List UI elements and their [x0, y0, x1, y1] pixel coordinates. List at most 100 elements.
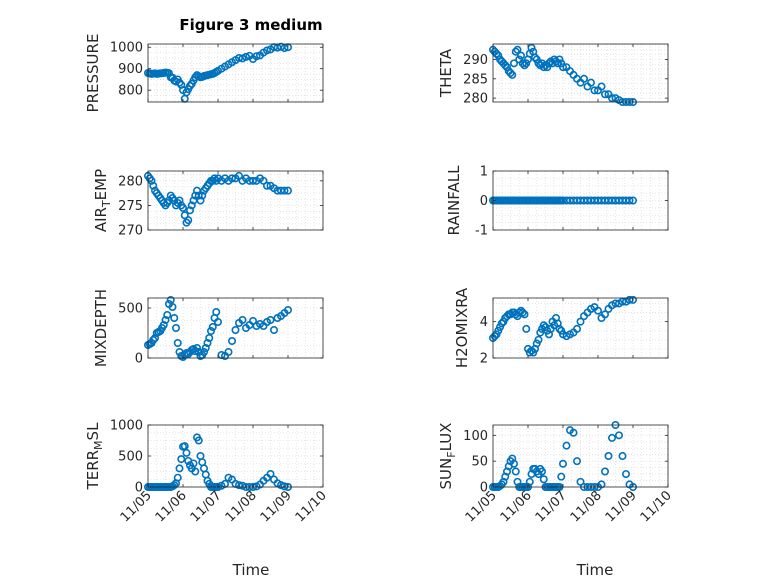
- x-tick-label: 11/09: [258, 488, 295, 525]
- data-point: [203, 338, 212, 347]
- data-point: [280, 186, 289, 195]
- x-tick-label: 11/09: [603, 488, 640, 525]
- panel-pressure: 800 900 1000 PRESSURE: [84, 34, 324, 112]
- data-point: [166, 295, 175, 304]
- y-axis-label-h2omixra: H2OMIXRA: [453, 287, 471, 368]
- data-point: [518, 59, 527, 68]
- data-point: [189, 459, 198, 468]
- y-tick-label: -1: [475, 224, 488, 239]
- data-point: [555, 55, 564, 64]
- y-axis-label-rainfall: RAINFALL: [445, 165, 463, 236]
- x-axis-label-right: Time: [576, 561, 614, 579]
- data-point: [249, 176, 258, 185]
- data-point: [576, 317, 585, 326]
- data-point: [266, 469, 275, 478]
- data-point: [534, 59, 543, 68]
- data-point: [269, 325, 278, 334]
- data-point: [530, 53, 539, 62]
- data-point: [497, 319, 506, 328]
- data-point: [276, 481, 285, 490]
- x-tick-label: 11/10: [638, 488, 675, 525]
- data-point: [544, 59, 553, 68]
- data-point: [200, 347, 209, 356]
- x-axis-label-left: Time: [232, 561, 270, 579]
- data-point: [224, 347, 233, 356]
- data-point: [618, 297, 627, 306]
- data-point: [516, 51, 525, 60]
- data-point: [628, 295, 637, 304]
- axes-box-air-temp: [147, 170, 324, 231]
- data-point: [511, 47, 520, 56]
- data-point: [604, 451, 613, 460]
- y-tick-label: 280: [118, 174, 143, 189]
- panel-h2omixra: 2 4 H2OMIXRA: [453, 287, 669, 368]
- y-tick-label: 500: [118, 302, 143, 317]
- data-point: [532, 55, 541, 64]
- data-point: [159, 320, 168, 329]
- x-tick-label: 11/07: [533, 488, 570, 525]
- data-point: [231, 325, 240, 334]
- data-point: [520, 61, 529, 70]
- y-axis-label-terr-msl: TERRMSL: [84, 422, 105, 491]
- y-tick-label: 285: [463, 72, 488, 87]
- data-point: [562, 441, 571, 450]
- data-point: [525, 477, 534, 486]
- y-tick-label: 290: [463, 53, 488, 68]
- axes-box-mixdepth: [147, 297, 324, 359]
- data-point: [557, 472, 566, 481]
- data-point: [527, 43, 536, 52]
- data-point: [518, 308, 527, 317]
- y-tick-label: 50: [471, 455, 488, 470]
- axes-box-sun-flux: [492, 424, 669, 488]
- data-point: [182, 448, 191, 457]
- data-point: [522, 59, 531, 68]
- data-point: [242, 52, 251, 61]
- data-point: [509, 59, 518, 68]
- data-point: [170, 481, 179, 490]
- data-point: [600, 310, 609, 319]
- y-tick-label: 1000: [110, 419, 143, 434]
- data-point: [149, 335, 158, 344]
- data-point: [187, 201, 196, 210]
- y-tick-label: 0: [480, 194, 488, 209]
- data-point: [534, 335, 543, 344]
- panel-rainfall: -1 0 1 RAINFALL: [445, 165, 669, 239]
- data-point: [184, 216, 193, 225]
- data-point: [520, 310, 529, 319]
- data-point: [494, 51, 503, 60]
- data-point: [576, 477, 585, 486]
- data-point: [193, 343, 202, 352]
- data-point: [180, 442, 189, 451]
- data-point: [502, 63, 511, 72]
- data-point: [625, 196, 634, 205]
- data-point: [572, 457, 581, 466]
- panel-terr-msl: 0500100011/0511/0611/0711/0811/0911/10TE…: [84, 419, 330, 526]
- y-tick-label: 800: [118, 84, 143, 99]
- data-point: [600, 90, 609, 99]
- y-axis-label-air-temp: AIRTEMP: [92, 169, 113, 232]
- data-point: [191, 467, 200, 476]
- data-point: [205, 333, 214, 342]
- series-terr-msl: [144, 433, 292, 491]
- data-point: [266, 315, 275, 324]
- data-point: [539, 321, 548, 330]
- grid-pressure: [147, 44, 324, 102]
- y-tick-label: 0: [480, 481, 488, 496]
- panel-air-temp: 270 275 280 AIRTEMP: [92, 169, 324, 239]
- y-axis-label-theta: THETA: [437, 48, 455, 98]
- data-point: [490, 332, 499, 341]
- data-point: [238, 315, 247, 324]
- data-point: [511, 467, 520, 476]
- data-point: [628, 196, 637, 205]
- x-tick-label: 11/07: [188, 488, 225, 525]
- x-tick-label: 11/08: [223, 488, 260, 525]
- y-tick-label: 0: [135, 352, 143, 367]
- data-point: [175, 464, 184, 473]
- y-axis-label-sun-flux: SUNFLUX: [437, 423, 458, 490]
- data-point: [558, 63, 567, 72]
- data-point: [173, 473, 182, 482]
- data-point: [553, 59, 562, 68]
- panel-theta: 280 285 290 THETA: [437, 43, 669, 107]
- y-tick-label: 270: [118, 224, 143, 239]
- data-point: [558, 459, 567, 468]
